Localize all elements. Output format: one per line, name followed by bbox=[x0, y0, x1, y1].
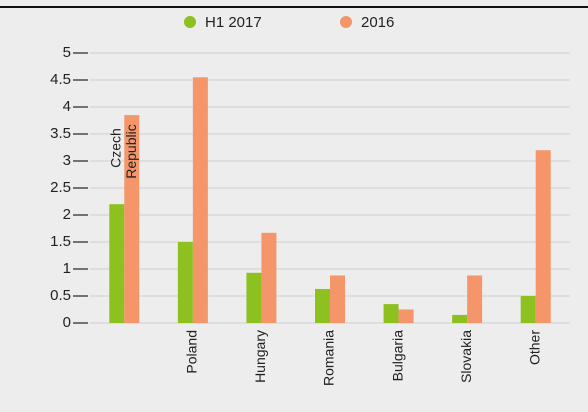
y-tick-label: 0 bbox=[63, 314, 71, 331]
y-tick-label: 3 bbox=[63, 152, 71, 169]
x-tick-label: Poland bbox=[184, 330, 200, 374]
y-tick-label: 2.5 bbox=[50, 179, 71, 196]
x-tick-label: Czech Republic bbox=[107, 124, 138, 178]
y-tick-label: 2 bbox=[63, 206, 71, 223]
y-tick-label: 5 bbox=[63, 44, 71, 61]
bar bbox=[246, 272, 262, 323]
x-tick-label: Romania bbox=[321, 330, 337, 386]
x-tick-label: Other bbox=[526, 330, 542, 365]
bar bbox=[177, 242, 193, 323]
bar bbox=[452, 314, 468, 323]
x-tick-label: Bulgaria bbox=[389, 330, 405, 382]
x-tick-label: Hungary bbox=[252, 330, 268, 383]
bar bbox=[520, 296, 536, 323]
bar bbox=[261, 232, 277, 323]
bar bbox=[383, 304, 399, 323]
x-tick-label: Slovakia bbox=[458, 330, 474, 383]
y-tick-label: 4 bbox=[63, 98, 71, 115]
legend-swatch bbox=[340, 16, 352, 28]
y-tick-label: 1 bbox=[63, 260, 71, 277]
bar bbox=[315, 288, 330, 323]
legend-label: 2016 bbox=[361, 14, 394, 31]
legend-label: H1 2017 bbox=[205, 14, 262, 31]
y-tick-label: 3.5 bbox=[50, 125, 71, 142]
bar bbox=[330, 275, 345, 323]
bar bbox=[109, 204, 125, 323]
bar bbox=[467, 275, 483, 323]
legend-swatch bbox=[184, 16, 196, 28]
bar bbox=[535, 150, 551, 323]
bar bbox=[124, 115, 140, 323]
y-tick-label: 4.5 bbox=[50, 71, 71, 88]
bar bbox=[398, 309, 414, 323]
y-tick-label: 1.5 bbox=[50, 233, 71, 250]
y-tick-label: 0.5 bbox=[50, 287, 71, 304]
bar bbox=[192, 77, 208, 323]
